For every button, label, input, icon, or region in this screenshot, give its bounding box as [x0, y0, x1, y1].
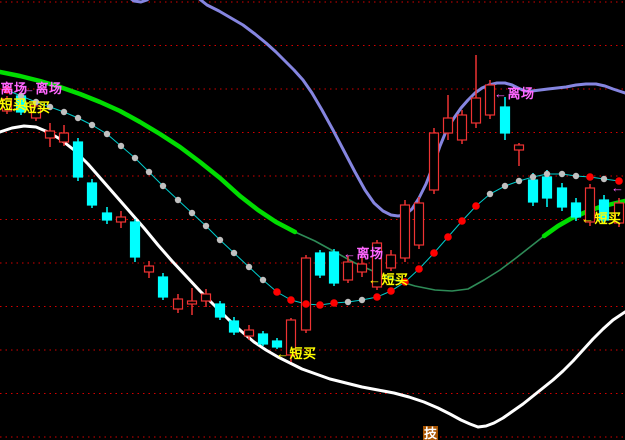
candle-body-down [314, 252, 326, 276]
candle-body-down [257, 333, 269, 345]
candle-body-down [570, 202, 582, 218]
ma-dot-gray [74, 114, 82, 122]
dotted-ma-line [6, 89, 620, 306]
candle-body-down [72, 141, 84, 178]
ma-dot-gray [486, 190, 494, 198]
candle-body-down [541, 176, 553, 199]
ma-dot-red-signal [287, 296, 295, 304]
candle-body-down [86, 182, 98, 206]
upper-band-line [198, 0, 625, 218]
candle-body-down [157, 276, 169, 298]
ma-dot-gray [358, 296, 366, 304]
candle-body-down [214, 303, 226, 318]
ma-dot-gray [600, 175, 608, 183]
ma-dot-red-signal [401, 278, 409, 286]
candle-body-up [58, 132, 70, 143]
candle-body-up [584, 187, 596, 223]
ma-dot-gray [103, 130, 111, 138]
lower-band-line [0, 124, 625, 429]
candle-body-up [300, 257, 312, 331]
candle-body-up [172, 298, 184, 310]
candle-body-up [44, 130, 56, 139]
ma-dot-gray [174, 196, 182, 204]
candle-body-down [328, 251, 340, 284]
candle-body-up [456, 114, 468, 141]
candle-body-down [228, 320, 240, 333]
green-ma-bright-segment [0, 69, 298, 235]
candle-body-down [499, 106, 511, 134]
ma-dot-gray [245, 263, 253, 271]
ma-dot-red-signal [444, 233, 452, 241]
candle-body-down [598, 199, 610, 221]
candle-body-up [342, 261, 354, 281]
candle-body-down [101, 212, 113, 221]
ma-dot-gray [46, 103, 54, 111]
ma-dot-red-signal [586, 173, 594, 181]
ma-dot-gray [572, 172, 580, 180]
ma-dot-red-signal [273, 288, 281, 296]
ma-dot-gray [131, 154, 139, 162]
ma-dot-gray [188, 209, 196, 217]
ma-dot-gray [543, 170, 551, 178]
ma-dot-gray [529, 173, 537, 181]
ma-dot-gray [230, 249, 238, 257]
candle-body-up [484, 84, 496, 116]
candle-body-up [442, 117, 454, 134]
ma-dot-red-signal [316, 301, 324, 309]
ma-dot-gray [259, 276, 267, 284]
candle-body-up [413, 202, 425, 246]
ma-dot-gray [159, 182, 167, 190]
ma-dot-gray [216, 236, 224, 244]
ma-dot-gray [558, 170, 566, 178]
candle-body-up [143, 265, 155, 273]
candle-body-up [428, 132, 440, 191]
candle-body-up [613, 202, 625, 224]
ma-dot-gray [32, 98, 40, 106]
ma-dot-gray [17, 92, 25, 100]
ma-dot-gray [117, 142, 125, 150]
ma-dot-red-signal [3, 86, 11, 94]
ma-dot-gray [344, 298, 352, 306]
upper-band-start-arc-line [130, 0, 150, 4]
ma-dot-red-signal [472, 202, 480, 210]
candle-body-up [285, 319, 297, 356]
candle-body-up [356, 263, 368, 273]
ma-dot-red-signal [430, 249, 438, 257]
candle-body-up [243, 329, 255, 337]
green-ma-bright-segment [541, 198, 625, 239]
candle-body-up [470, 97, 482, 124]
ma-dot-gray [501, 182, 509, 190]
ma-dot-gray [202, 222, 210, 230]
candle-body-up [115, 216, 127, 223]
candle-body-down [271, 340, 283, 348]
ma-dot-red-signal [302, 300, 310, 308]
ma-dot-red-signal [330, 299, 338, 307]
ma-dot-gray [515, 177, 523, 185]
candle-body-up [200, 293, 212, 302]
ma-dot-gray [88, 121, 96, 129]
candle-body-up [399, 204, 411, 259]
ma-dot-red-signal [387, 287, 395, 295]
candle-body-up [371, 242, 383, 288]
ma-dot-red-signal [415, 265, 423, 273]
candle-body-down [556, 187, 568, 208]
candle-body-up [385, 254, 397, 269]
candle-body-up [513, 144, 525, 151]
ma-dot-gray [60, 108, 68, 116]
candle-body-up [1, 98, 13, 112]
candle-body-up [30, 105, 42, 119]
ma-dot-red-signal [458, 217, 466, 225]
candle-body-down [527, 179, 539, 203]
candle-body-up [186, 300, 198, 305]
ma-dot-red-signal [373, 293, 381, 301]
ma-dot-gray [145, 168, 153, 176]
candle-body-down [129, 221, 141, 258]
ma-dot-red-signal [615, 177, 623, 185]
